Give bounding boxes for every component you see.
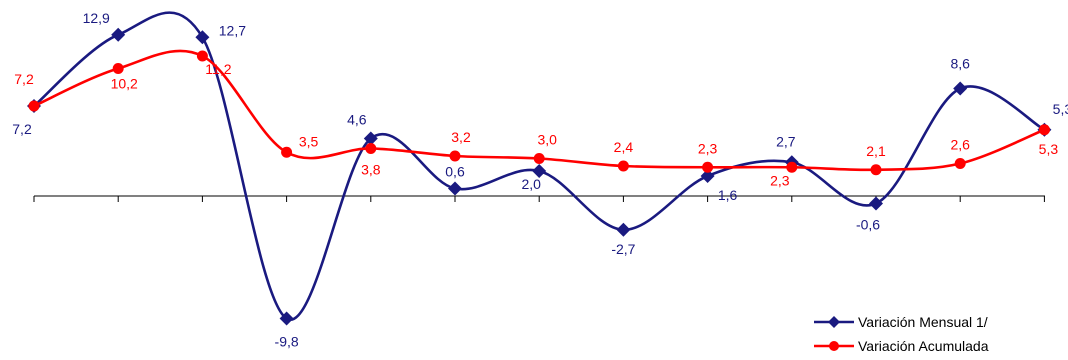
data-point-acumulada [870,164,882,176]
data-point-mensual [363,131,378,146]
data-point-acumulada [112,63,124,74]
data-label-acumulada: 2,1 [866,143,886,159]
data-label-acumulada: 7,2 [14,71,34,87]
data-label-acumulada: 2,4 [614,139,634,155]
data-label-mensual: 0,6 [445,164,465,180]
legend-label-mensual: Variación Mensual 1/ [858,314,988,330]
data-label-acumulada: 10,2 [111,76,138,92]
data-label-mensual: -9,8 [275,334,299,350]
data-label-mensual: 12,7 [219,22,246,38]
data-point-acumulada [365,143,377,154]
data-label-acumulada: 2,3 [698,140,718,156]
data-label-mensual: -0,6 [856,217,880,233]
data-point-mensual [869,196,883,211]
data-point-mensual [448,181,462,196]
legend-item-acumulada: Variación Acumulada [812,336,1068,360]
data-point-mensual [532,164,547,178]
data-point-mensual [953,81,968,96]
data-point-mensual [616,222,631,237]
data-label-mensual: 2,0 [521,176,541,192]
data-label-acumulada: 5,3 [1039,141,1059,157]
data-label-acumulada: 11,2 [205,61,231,77]
legend: Variación Mensual 1/ Variación Acumulada [812,312,1068,360]
data-label-mensual: 4,6 [347,112,367,128]
data-label-acumulada: 3,2 [451,129,471,145]
legend-item-mensual: Variación Mensual 1/ [812,312,1068,336]
legend-swatch-mensual [814,316,854,328]
data-point-acumulada [28,100,40,112]
data-label-mensual: 2,7 [776,133,796,149]
data-label-acumulada: 3,5 [299,133,319,149]
data-label-acumulada: 2,6 [950,137,970,153]
data-label-mensual: 12,9 [83,10,110,26]
data-label-mensual: -2,7 [611,241,635,257]
data-point-mensual [700,169,715,183]
data-label-acumulada: 3,0 [537,132,557,148]
data-point-acumulada [617,160,629,172]
data-point-acumulada [702,161,714,173]
data-point-mensual [111,27,126,42]
data-point-acumulada [954,158,966,169]
data-point-acumulada [281,146,293,158]
data-label-mensual: 5,3 [1053,101,1068,117]
data-point-acumulada [1038,124,1050,136]
data-point-acumulada [786,161,798,173]
data-point-mensual [279,311,294,326]
data-point-acumulada [449,150,461,162]
legend-label-acumulada: Variación Acumulada [858,338,989,354]
data-label-acumulada: 3,8 [361,162,381,178]
series-line-acumulada [33,49,1045,172]
data-label-mensual: 1,6 [718,187,738,203]
data-label-acumulada: 2,3 [770,172,790,188]
data-point-acumulada [533,153,545,164]
data-label-mensual: 7,2 [12,121,32,137]
data-label-mensual: 8,6 [950,56,970,72]
legend-swatch-acumulada [814,341,854,351]
data-point-mensual [195,30,210,45]
data-point-acumulada [196,50,208,62]
